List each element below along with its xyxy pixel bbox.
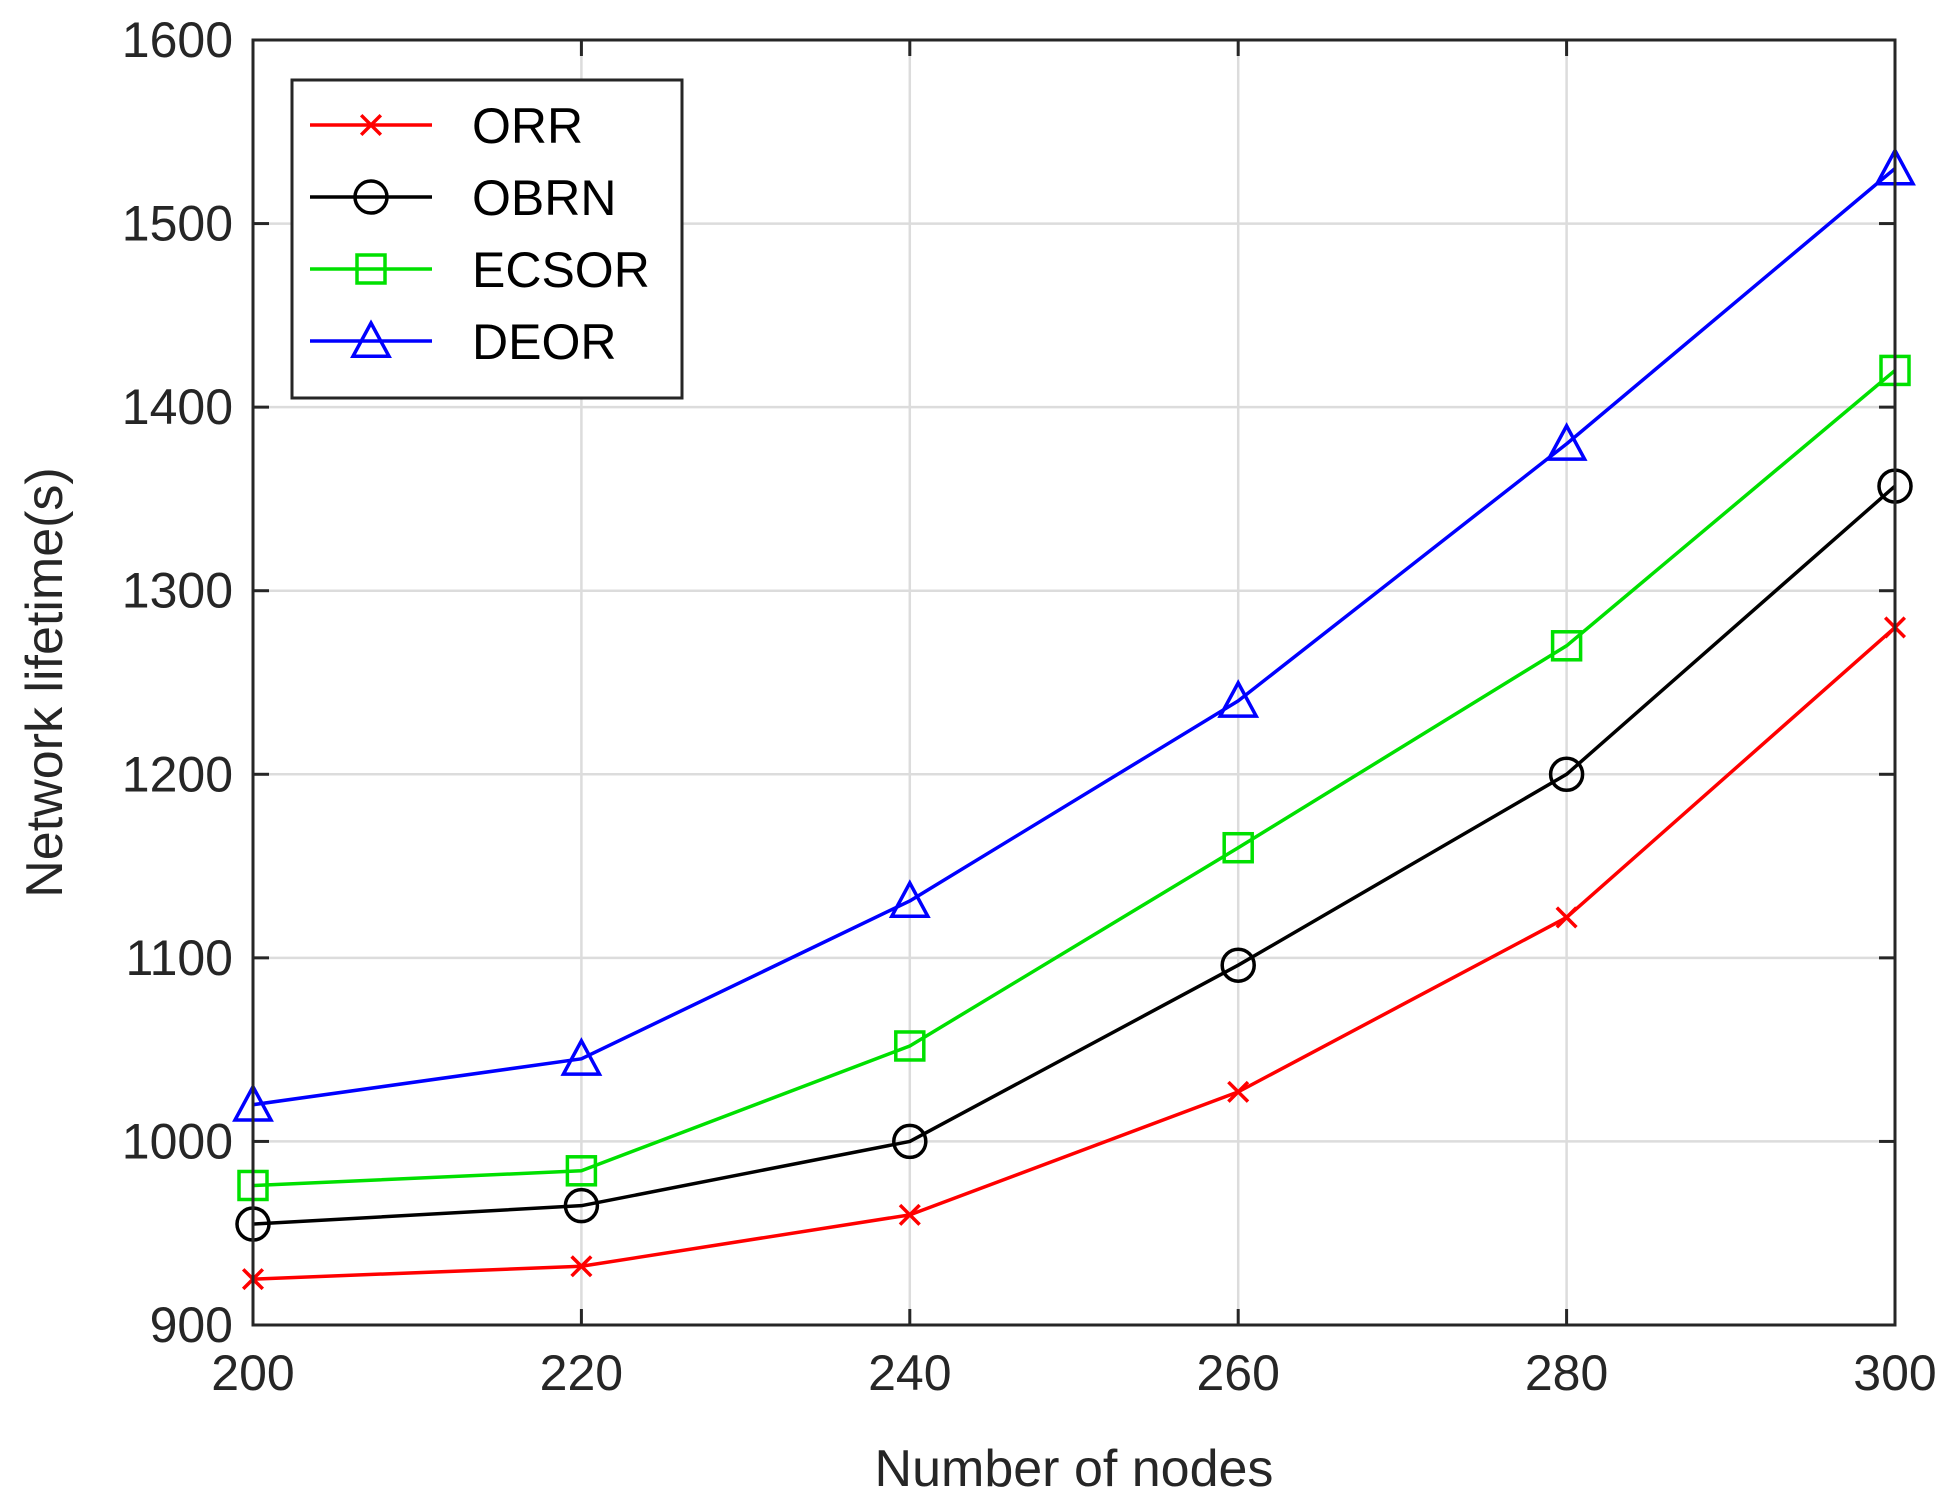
legend-item-orr: ORR [310,98,583,154]
series-line-ecsor [252,369,1897,1188]
legend-marker-obrn [353,179,389,215]
series-line-deor [252,167,1897,1107]
legend-label-deor: DEOR [472,314,616,370]
legend-marker-deor [350,319,392,359]
legend-marker-orr [359,113,383,137]
plot-area-frame [251,38,1897,1327]
data-point-ecsor [894,1030,926,1062]
x-tick-label: 260 [1196,1345,1279,1401]
data-point-orr [570,1255,593,1278]
legend-item-ecsor: ECSOR [310,242,650,298]
legend: ORR OBRN ECSOR DEOR [290,78,684,400]
y-tick-label: 1100 [125,930,233,986]
series-orr [241,616,1907,1291]
x-tick-label: 200 [211,1345,294,1401]
axis-ticks: 200 220 240 260 280 300 900 1000 1100 1200 1300 140… [122,12,1937,1401]
series-line-orr [252,626,1897,1281]
y-tick-label: 1200 [122,746,233,802]
data-point-obrn [563,1187,600,1224]
x-tick-label: 300 [1853,1345,1936,1401]
data-point-deor [1545,422,1588,461]
series-line-obrn [252,484,1897,1226]
data-point-deor [888,879,931,918]
legend-label-ecsor: ECSOR [472,242,650,298]
legend-label-orr: ORR [472,98,583,154]
legend-label-obrn: OBRN [472,170,616,226]
x-tick-label: 280 [1525,1345,1608,1401]
x-tick-label: 220 [540,1345,623,1401]
y-tick-label: 1500 [122,196,233,252]
y-tick-label: 1300 [122,563,233,619]
data-point-ecsor [1550,630,1583,662]
data-point-obrn [1220,947,1256,983]
series-group [232,146,1916,1291]
y-tick-label: 1600 [122,12,233,68]
data-point-orr [898,1203,921,1226]
data-point-ecsor [565,1155,598,1187]
y-tick-label: 1400 [122,379,233,435]
data-point-obrn [1548,756,1585,793]
y-tick-label: 900 [150,1297,233,1353]
y-tick-label: 1000 [122,1113,233,1169]
series-obrn [235,468,1913,1242]
data-point-ecsor [1222,831,1254,864]
data-point-deor [1217,679,1260,718]
x-axis-label: Number of nodes [875,1440,1274,1498]
x-tick-label: 240 [868,1345,951,1401]
data-point-orr [1555,906,1578,929]
legend-item-obrn: OBRN [310,170,616,226]
legend-box [290,78,684,400]
data-point-orr [1227,1080,1250,1103]
data-point-obrn [892,1123,928,1160]
y-axis-label: Network lifetime(s) [16,467,74,898]
legend-marker-ecsor [355,253,387,285]
legend-item-deor: DEOR [310,314,616,370]
data-point-deor [560,1037,603,1076]
